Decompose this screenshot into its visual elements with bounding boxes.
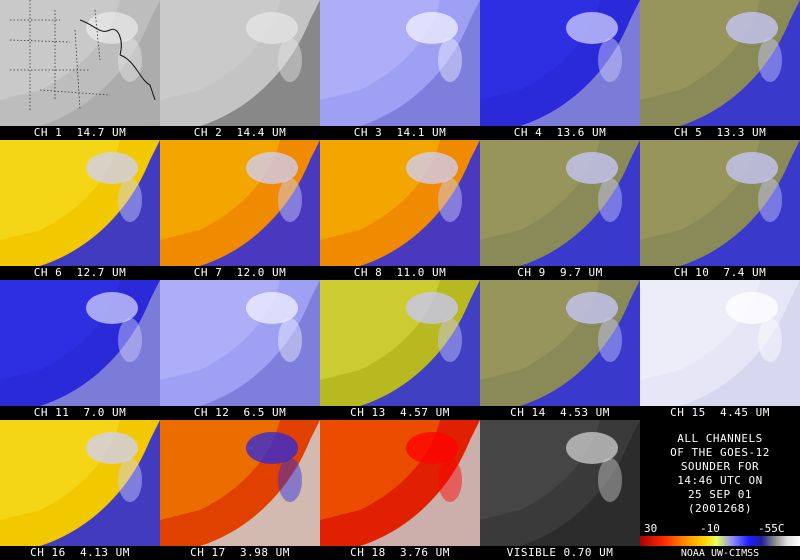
satellite-image xyxy=(160,0,320,126)
channel-panel: CH 8 11.0 UM xyxy=(320,140,480,280)
channel-panel: CH 6 12.7 UM xyxy=(0,140,160,280)
satellite-image xyxy=(320,420,480,546)
channel-caption: CH 1 14.7 UM xyxy=(0,126,160,140)
scale-label-mid: -10 xyxy=(700,522,720,535)
channel-panel: CH 4 13.6 UM xyxy=(480,0,640,140)
satellite-image xyxy=(480,420,640,546)
channel-caption: CH 10 7.4 UM xyxy=(640,266,800,280)
channel-caption: CH 2 14.4 UM xyxy=(160,126,320,140)
info-line-6: (2001268) xyxy=(687,502,753,515)
channel-panel: CH 1 14.7 UM xyxy=(0,0,160,140)
channel-panel: CH 11 7.0 UM xyxy=(0,280,160,420)
channel-panel: CH 16 4.13 UM xyxy=(0,420,160,560)
scale-label-cold: -55C xyxy=(758,522,785,535)
channel-panel: CH 13 4.57 UM xyxy=(320,280,480,420)
channel-caption: CH 9 9.7 UM xyxy=(480,266,640,280)
satellite-image xyxy=(0,140,160,266)
channel-caption: CH 12 6.5 UM xyxy=(160,406,320,420)
channel-caption: CH 5 13.3 UM xyxy=(640,126,800,140)
satellite-image xyxy=(640,280,800,406)
channel-caption: CH 14 4.53 UM xyxy=(480,406,640,420)
channel-panel: VISIBLE 0.70 UM xyxy=(480,420,640,560)
channel-panel: CH 14 4.53 UM xyxy=(480,280,640,420)
satellite-image xyxy=(160,280,320,406)
info-line-2: OF THE GOES-12 xyxy=(670,446,770,459)
satellite-image xyxy=(640,140,800,266)
info-line-3: SOUNDER FOR xyxy=(680,460,760,473)
satellite-image xyxy=(480,280,640,406)
info-line-5: 25 SEP 01 xyxy=(687,488,753,501)
channel-panel: CH 15 4.45 UM xyxy=(640,280,800,420)
credit-label: NOAA UW-CIMSS xyxy=(680,548,760,559)
channel-caption: CH 18 3.76 UM xyxy=(320,546,480,560)
channel-panel: CH 2 14.4 UM xyxy=(160,0,320,140)
channel-panel: CH 7 12.0 UM xyxy=(160,140,320,280)
channel-panel: CH 17 3.98 UM xyxy=(160,420,320,560)
channel-caption: CH 6 12.7 UM xyxy=(0,266,160,280)
channel-caption: CH 3 14.1 UM xyxy=(320,126,480,140)
channel-panel: CH 9 9.7 UM xyxy=(480,140,640,280)
channel-caption: VISIBLE 0.70 UM xyxy=(480,546,640,560)
satellite-image xyxy=(320,140,480,266)
satellite-image xyxy=(320,0,480,126)
satellite-image xyxy=(160,420,320,546)
channel-panel: CH 3 14.1 UM xyxy=(320,0,480,140)
satellite-image xyxy=(480,140,640,266)
color-scale-labels: 30 -10 -55C xyxy=(640,523,800,535)
channel-caption: CH 8 11.0 UM xyxy=(320,266,480,280)
channel-caption: CH 13 4.57 UM xyxy=(320,406,480,420)
channel-panel: CH 5 13.3 UM xyxy=(640,0,800,140)
scale-label-warm: 30 xyxy=(644,522,658,535)
info-panel: ALL CHANNELS OF THE GOES-12 SOUNDER FOR … xyxy=(640,420,800,560)
satellite-image xyxy=(0,0,160,126)
channel-panel: CH 18 3.76 UM xyxy=(320,420,480,560)
channel-caption: CH 7 12.0 UM xyxy=(160,266,320,280)
satellite-image xyxy=(480,0,640,126)
channel-caption: CH 11 7.0 UM xyxy=(0,406,160,420)
channel-panel: CH 10 7.4 UM xyxy=(640,140,800,280)
channel-caption: CH 17 3.98 UM xyxy=(160,546,320,560)
temperature-color-bar xyxy=(640,536,800,546)
satellite-image xyxy=(0,280,160,406)
channel-caption: CH 4 13.6 UM xyxy=(480,126,640,140)
satellite-image xyxy=(160,140,320,266)
channel-caption: CH 15 4.45 UM xyxy=(640,406,800,420)
satellite-image xyxy=(0,420,160,546)
channel-caption: CH 16 4.13 UM xyxy=(0,546,160,560)
channel-panel: CH 12 6.5 UM xyxy=(160,280,320,420)
info-line-1: ALL CHANNELS xyxy=(677,432,763,445)
satellite-image xyxy=(640,0,800,126)
info-line-4: 14:46 UTC ON xyxy=(677,474,763,487)
satellite-image xyxy=(320,280,480,406)
